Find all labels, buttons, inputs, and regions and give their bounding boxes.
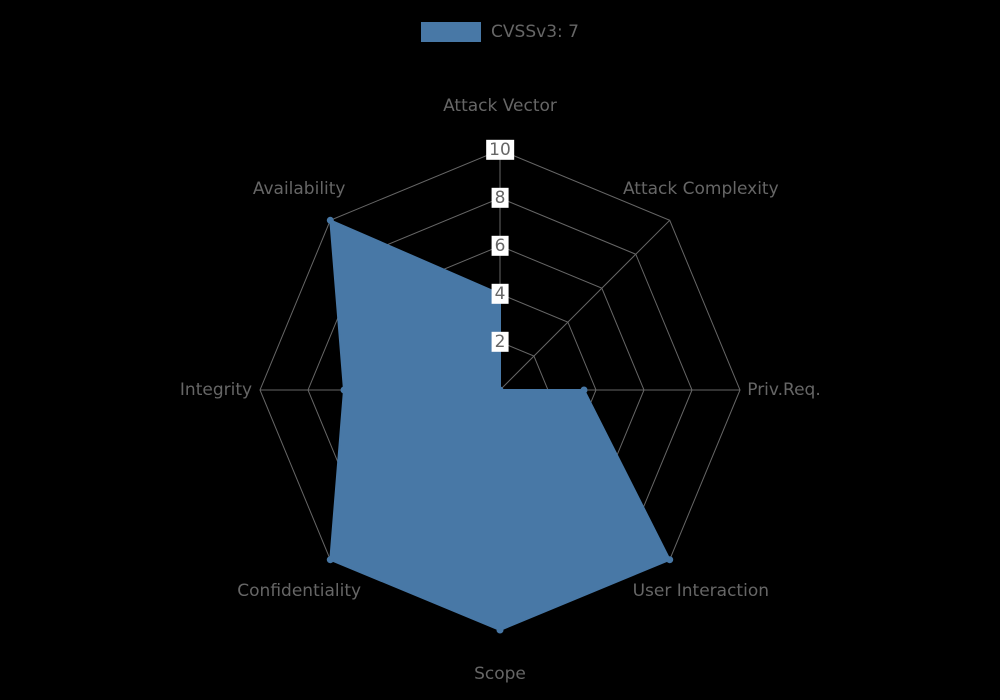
axis-label: Attack Complexity bbox=[623, 179, 779, 199]
series-marker bbox=[581, 387, 588, 394]
axis-label: User Interaction bbox=[633, 581, 769, 601]
axis-label: Confidentiality bbox=[237, 581, 361, 601]
scale-tick-label: 8 bbox=[492, 188, 509, 208]
axis-label: Attack Vector bbox=[443, 96, 557, 116]
axis-label: Integrity bbox=[180, 380, 252, 400]
scale-tick-label: 2 bbox=[492, 332, 509, 352]
series-marker bbox=[341, 387, 348, 394]
series-marker bbox=[327, 217, 334, 224]
axis-label: Scope bbox=[474, 664, 526, 684]
series-marker bbox=[327, 556, 334, 563]
axis-label: Availability bbox=[253, 179, 346, 199]
axis-label: Priv.Req. bbox=[747, 380, 821, 400]
scale-tick-label: 6 bbox=[492, 236, 509, 256]
scale-tick-label: 4 bbox=[492, 284, 509, 304]
grid-spoke bbox=[500, 220, 670, 390]
scale-tick-label: 10 bbox=[486, 140, 514, 160]
series-marker bbox=[497, 387, 504, 394]
series-marker bbox=[666, 556, 673, 563]
series-marker bbox=[497, 627, 504, 634]
